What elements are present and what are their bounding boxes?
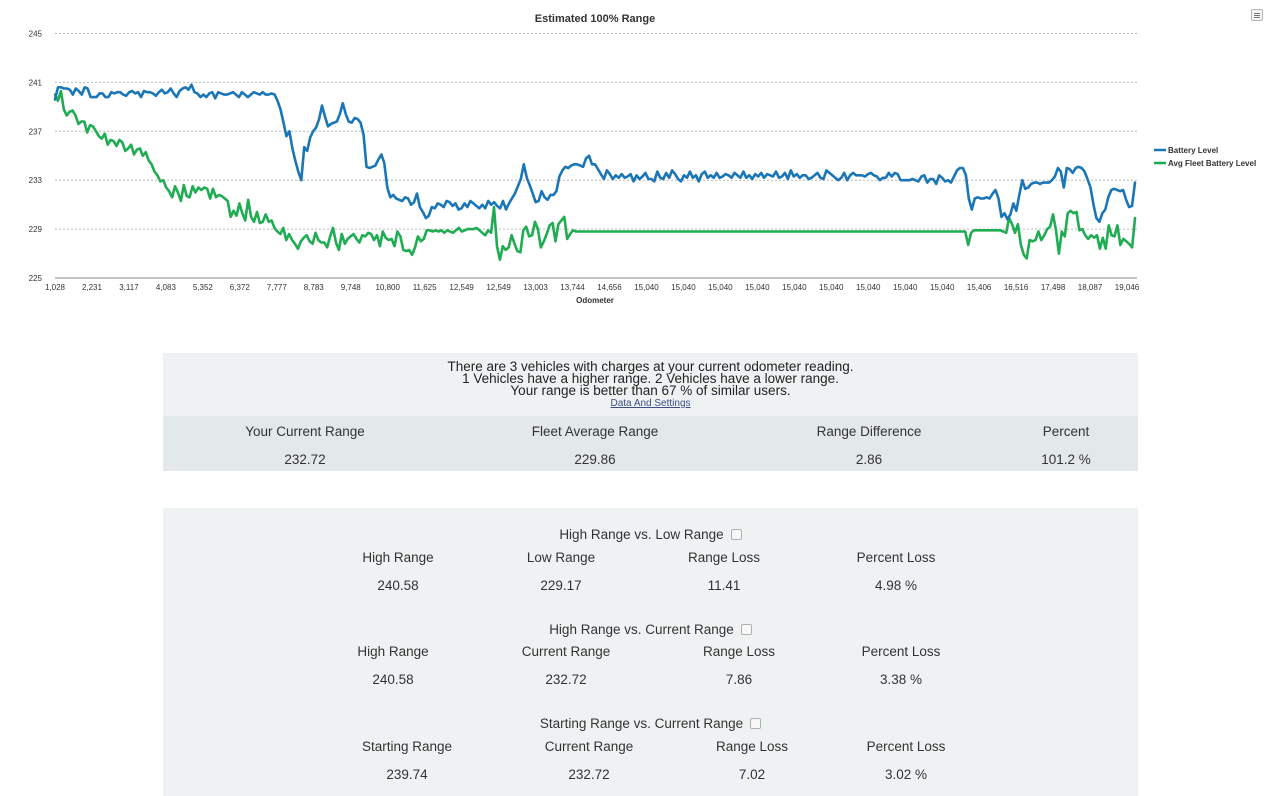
x-tick-label: 2,231 bbox=[82, 283, 103, 292]
x-tick-label: 15,040 bbox=[856, 283, 881, 292]
col-label: Current Range bbox=[544, 739, 634, 754]
col-value: 232.72 bbox=[568, 767, 610, 782]
toggle-checkbox[interactable] bbox=[740, 623, 752, 635]
x-tick-label: 13,003 bbox=[523, 283, 548, 292]
legend-label: Avg Fleet Battery Level bbox=[1168, 159, 1256, 168]
x-tick-label: 3,117 bbox=[119, 283, 139, 292]
toggle-checkbox[interactable] bbox=[730, 528, 742, 540]
x-tick-label: 18,087 bbox=[1078, 283, 1103, 292]
y-tick-label: 245 bbox=[29, 30, 43, 39]
x-tick-label: 6,372 bbox=[230, 283, 251, 292]
col-label: Range Loss bbox=[687, 550, 761, 565]
y-tick-label: 241 bbox=[29, 78, 43, 87]
series-line-avg-fleet-battery-level bbox=[53, 89, 1137, 262]
comparison-title-text: High Range vs. Low Range bbox=[559, 527, 724, 542]
col-label: High Range bbox=[357, 644, 429, 659]
x-tick-label: 15,040 bbox=[634, 283, 659, 292]
col-value: 4.98 % bbox=[874, 578, 918, 593]
col-value: 7.86 bbox=[725, 672, 753, 687]
stat-label: Range Difference bbox=[816, 424, 922, 439]
range-chart: 225 229 233 237 241 245 1,028 2,231 3,117 4,083 5,… bbox=[0, 0, 1280, 310]
col-label: Starting Range bbox=[361, 739, 453, 754]
y-tick-label: 237 bbox=[29, 127, 43, 136]
col-value: 232.72 bbox=[545, 672, 587, 687]
comparison-title-text: High Range vs. Current Range bbox=[549, 622, 734, 637]
comparison-title-text: Starting Range vs. Current Range bbox=[539, 716, 744, 731]
stat-label: Your Current Range bbox=[245, 424, 365, 439]
col-label: Percent Loss bbox=[861, 644, 941, 659]
x-tick-label: 15,040 bbox=[671, 283, 696, 292]
x-tick-label: 15,040 bbox=[745, 283, 770, 292]
chart-menu-icon[interactable] bbox=[1251, 9, 1263, 21]
comparison-panel: High Range vs. Low Range High Range Low … bbox=[163, 508, 1138, 796]
x-tick-label: 1,028 bbox=[45, 283, 66, 292]
x-tick-label: 9,748 bbox=[341, 283, 362, 292]
col-value: 240.58 bbox=[372, 672, 414, 687]
x-tick-label: 15,040 bbox=[893, 283, 918, 292]
col-label: Current Range bbox=[521, 644, 611, 659]
col-label: Percent Loss bbox=[856, 550, 936, 565]
range-stats-band: Your Current Range 232.72 Fleet Average … bbox=[163, 416, 1138, 471]
x-tick-label: 17,498 bbox=[1041, 283, 1066, 292]
series-line-battery-level bbox=[53, 83, 1137, 224]
summary-line-2: 1 Vehicles have a higher range. 2 Vehicl… bbox=[462, 371, 839, 386]
x-tick-label: 7,777 bbox=[267, 283, 288, 292]
y-tick-label: 233 bbox=[29, 176, 43, 185]
stat-value: 101.2 % bbox=[1041, 452, 1091, 467]
x-tick-label: 15,406 bbox=[967, 283, 992, 292]
x-tick-label: 15,040 bbox=[930, 283, 955, 292]
range-chart-svg: 225 229 233 237 241 245 1,028 2,231 3,117 4,083 5,… bbox=[29, 13, 1257, 305]
col-label: High Range bbox=[362, 550, 434, 565]
x-tick-label: 5,352 bbox=[193, 283, 214, 292]
col-value: 240.58 bbox=[377, 578, 419, 593]
col-label: Range Loss bbox=[715, 739, 789, 754]
x-tick-label: 12,549 bbox=[486, 283, 511, 292]
y-tick-label: 225 bbox=[29, 274, 43, 283]
legend-label: Battery Level bbox=[1168, 146, 1218, 155]
stat-value: 2.86 bbox=[855, 452, 883, 467]
x-tick-label: 12,549 bbox=[449, 283, 474, 292]
x-tick-label: 19,046 bbox=[1115, 283, 1140, 292]
y-tick-label: 229 bbox=[29, 225, 43, 234]
col-value: 11.41 bbox=[707, 578, 741, 593]
stat-label: Percent bbox=[1042, 424, 1090, 439]
x-tick-label: 15,040 bbox=[819, 283, 844, 292]
col-value: 239.74 bbox=[386, 767, 428, 782]
stat-value: 229.86 bbox=[574, 452, 616, 467]
x-tick-label: 8,783 bbox=[304, 283, 325, 292]
x-tick-label: 14,656 bbox=[597, 283, 622, 292]
col-value: 229.17 bbox=[540, 578, 582, 593]
col-value: 3.38 % bbox=[879, 672, 923, 687]
col-label: Low Range bbox=[526, 550, 596, 565]
stat-value: 232.72 bbox=[284, 452, 326, 467]
summary-panel: There are 3 vehicles with charges at you… bbox=[163, 353, 1138, 471]
x-tick-label: 10,800 bbox=[375, 283, 400, 292]
toggle-checkbox[interactable] bbox=[750, 717, 762, 729]
col-value: 7.02 bbox=[738, 767, 766, 782]
x-tick-label: 15,040 bbox=[708, 283, 733, 292]
comparison-title-high-vs-low: High Range vs. Low Range bbox=[163, 527, 1138, 542]
x-tick-label: 15,040 bbox=[782, 283, 807, 292]
col-value: 3.02 % bbox=[884, 767, 928, 782]
x-tick-label: 11,625 bbox=[413, 283, 437, 292]
summary-line-1: There are 3 vehicles with charges at you… bbox=[447, 359, 854, 374]
summary-line-3: Your range is better than 67 % of simila… bbox=[510, 383, 791, 398]
comparison-title-starting-vs-current: Starting Range vs. Current Range bbox=[163, 716, 1138, 731]
data-and-settings-link[interactable]: Data And Settings bbox=[610, 398, 691, 409]
summary-text: There are 3 vehicles with charges at you… bbox=[163, 353, 1138, 398]
x-tick-label: 4,083 bbox=[156, 283, 177, 292]
x-axis-title: Odometer bbox=[576, 296, 614, 305]
chart-title: Estimated 100% Range bbox=[535, 13, 655, 25]
col-label: Range Loss bbox=[702, 644, 776, 659]
comparison-title-high-vs-current: High Range vs. Current Range bbox=[163, 622, 1138, 637]
x-tick-label: 13,744 bbox=[560, 283, 585, 292]
stat-label: Fleet Average Range bbox=[531, 424, 659, 439]
x-tick-label: 16,516 bbox=[1004, 283, 1029, 292]
col-label: Percent Loss bbox=[866, 739, 946, 754]
